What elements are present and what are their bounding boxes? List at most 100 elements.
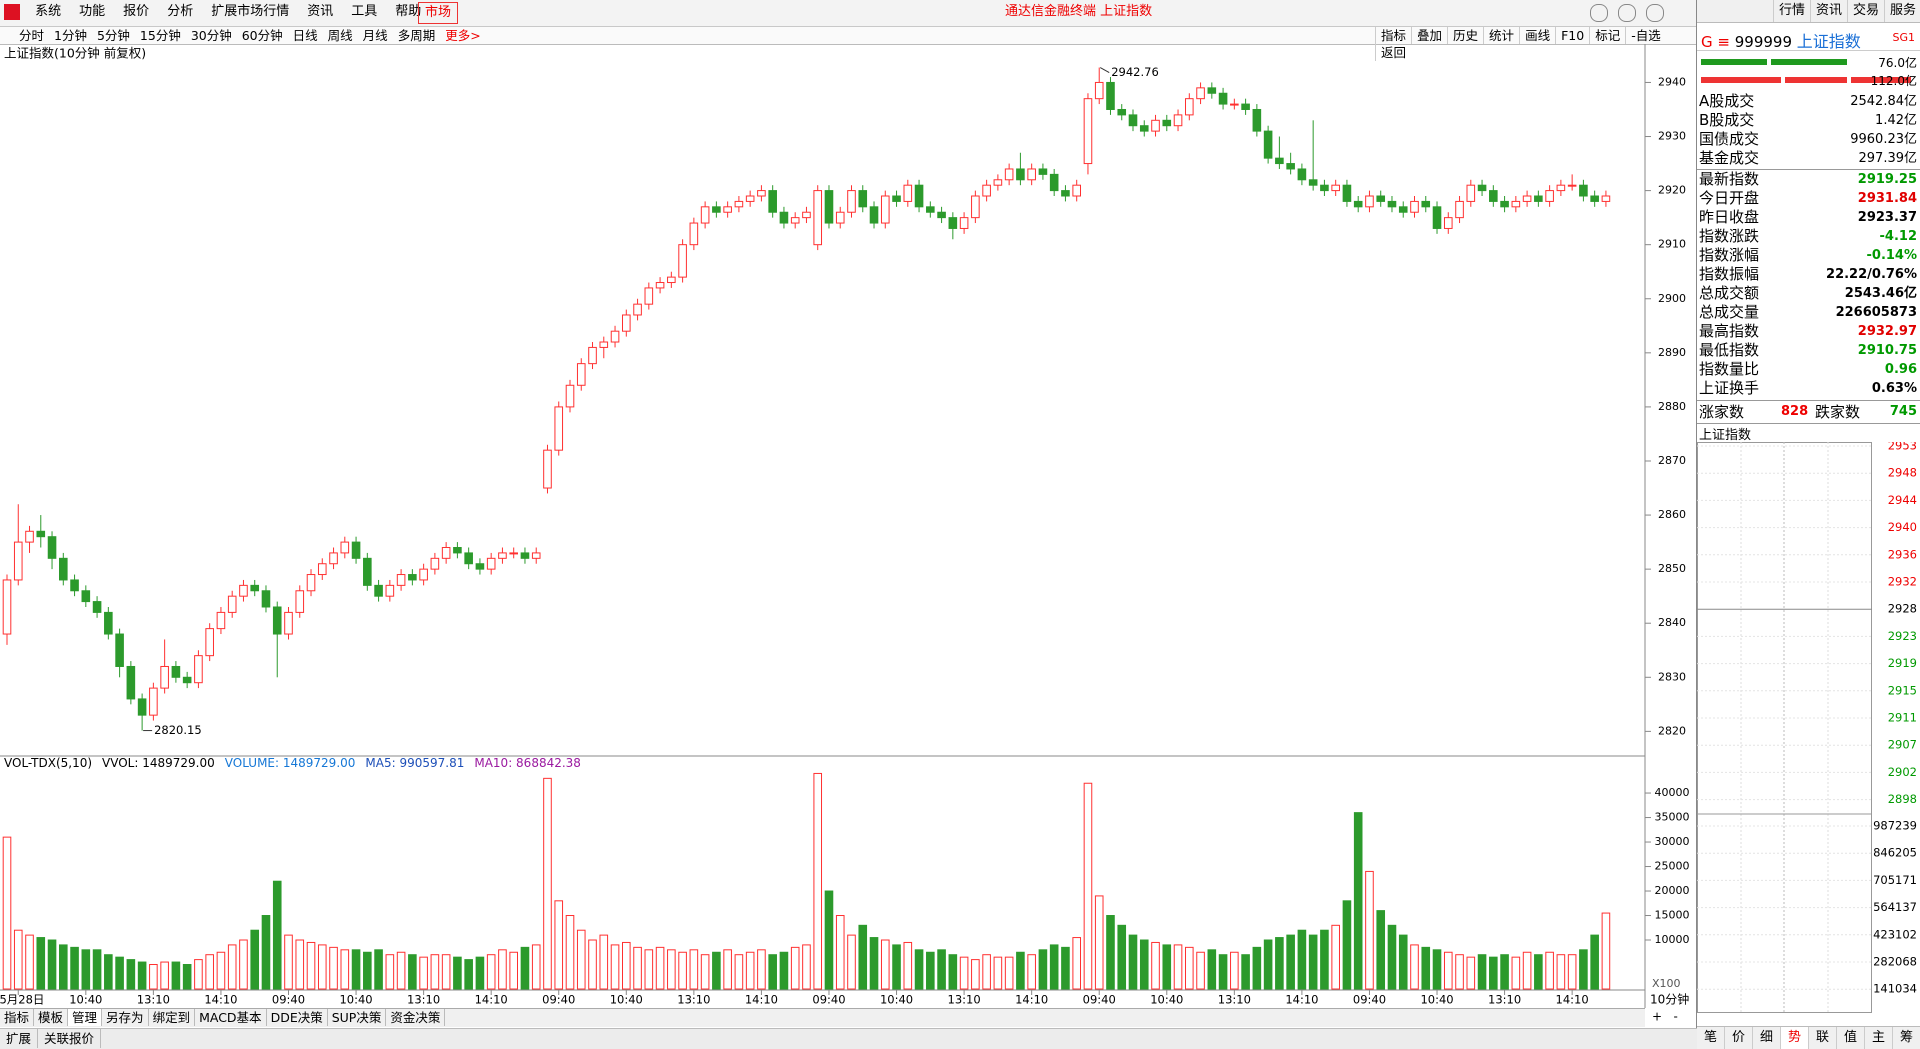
- menu-item[interactable]: 工具: [351, 4, 378, 19]
- volume-bar: [239, 939, 248, 990]
- panel-tab[interactable]: 资讯: [1809, 0, 1847, 22]
- status-item[interactable]: 扩展: [0, 1029, 39, 1048]
- candle-body: [982, 184, 991, 197]
- volume-bar: [565, 915, 575, 990]
- candle-body: [880, 195, 890, 224]
- bottom-tab[interactable]: 管理: [68, 1009, 103, 1026]
- quote-row: 总成交量 226605873: [1699, 303, 1917, 322]
- volume-bar: [1567, 954, 1577, 990]
- volume-bar: [1455, 954, 1464, 990]
- quote-row: 指数振幅 22.22/0.76%: [1699, 265, 1917, 284]
- candle-body: [1567, 184, 1577, 187]
- annotation-arrow: [1099, 67, 1110, 73]
- bottom-tab[interactable]: 指标: [0, 1009, 35, 1026]
- tool-button[interactable]: 历史: [1447, 27, 1483, 44]
- candle-body: [1297, 168, 1307, 181]
- x-tick-label: 09:40: [812, 993, 845, 1007]
- period-button[interactable]: 60分钟: [241, 28, 283, 43]
- panel-tab[interactable]: 交易: [1846, 0, 1884, 22]
- volume-bar: [92, 949, 102, 990]
- period-button[interactable]: 多周期: [397, 28, 436, 43]
- candle-body: [1432, 206, 1442, 229]
- candle-body: [1241, 103, 1250, 110]
- candle-body: [317, 563, 327, 576]
- tool-button[interactable]: 标记: [1589, 27, 1625, 44]
- volume-bar: [1410, 944, 1419, 990]
- period-button[interactable]: 15分钟: [139, 28, 181, 43]
- volume-bar: [1432, 949, 1442, 990]
- period-button[interactable]: 5分钟: [96, 28, 130, 43]
- row-value: -4.12: [1879, 229, 1917, 244]
- tool-button[interactable]: 叠加: [1411, 27, 1447, 44]
- panel-tab[interactable]: 行情: [1772, 0, 1810, 22]
- row-label: 总成交额: [1699, 284, 1760, 302]
- panel-bottom-tab[interactable]: 价: [1725, 1027, 1753, 1049]
- mini-volume-label: 987239: [1873, 819, 1917, 833]
- candle-body: [1398, 206, 1408, 213]
- turnover-row: 国债成交 9960.23亿: [1699, 130, 1917, 149]
- bottom-tab[interactable]: 绑定到: [149, 1009, 196, 1026]
- status-item[interactable]: 关联报价: [38, 1029, 102, 1048]
- market-tab[interactable]: 市场: [418, 2, 459, 24]
- menu-item[interactable]: 帮助: [395, 4, 422, 19]
- menu-item[interactable]: 资讯: [307, 4, 334, 19]
- tool-button[interactable]: 指标: [1375, 27, 1411, 44]
- tool-button[interactable]: 画线: [1519, 27, 1555, 44]
- row-label: 指数涨幅: [1699, 246, 1760, 264]
- panel-bottom-tab[interactable]: 主: [1865, 1027, 1893, 1049]
- mini-price-label: 2907: [1888, 738, 1917, 752]
- volume-bar: [104, 954, 113, 990]
- volume-bar: [1061, 946, 1070, 990]
- menu-item[interactable]: 系统: [35, 4, 62, 19]
- bottom-tab[interactable]: 另存为: [102, 1009, 149, 1026]
- panel-bottom-tab[interactable]: 笔: [1697, 1027, 1725, 1049]
- row-value: 2919.25: [1857, 172, 1917, 187]
- tool-button[interactable]: 统计: [1483, 27, 1519, 44]
- candle-body: [1421, 200, 1431, 208]
- tool-button[interactable]: F10: [1555, 27, 1589, 44]
- candle-body: [1365, 195, 1374, 208]
- more-button[interactable]: 更多>: [445, 28, 481, 43]
- menu-item[interactable]: 报价: [123, 4, 150, 19]
- bottom-tab[interactable]: MACD基本: [195, 1009, 267, 1026]
- menu-item[interactable]: 功能: [79, 4, 106, 19]
- candle-body: [1173, 114, 1183, 127]
- period-button[interactable]: 分时: [19, 28, 45, 43]
- bottom-tab[interactable]: 资金决策: [386, 1009, 446, 1026]
- y-tick-label: 2860: [1658, 508, 1686, 521]
- candle-body: [712, 206, 721, 213]
- panel-tab[interactable]: 服务: [1883, 0, 1920, 22]
- period-button[interactable]: 1分钟: [54, 28, 87, 43]
- panel-bottom-tab[interactable]: 值: [1837, 1027, 1865, 1049]
- volume-bar: [543, 777, 552, 990]
- volume-bar: [396, 951, 406, 990]
- period-button[interactable]: 30分钟: [190, 28, 232, 43]
- tag: SG1: [1892, 31, 1915, 44]
- period-button[interactable]: 日线: [292, 28, 318, 43]
- candle-body: [1218, 92, 1228, 105]
- y-tick-label: 2920: [1658, 184, 1686, 197]
- panel-bottom-tab[interactable]: 联: [1809, 1027, 1837, 1049]
- menu-item[interactable]: 扩展市场行情: [211, 4, 290, 19]
- volume-bar: [498, 949, 507, 990]
- candle-body: [92, 601, 102, 613]
- row-label: 昨日收盘: [1699, 208, 1760, 226]
- bottom-tab[interactable]: SUP决策: [328, 1009, 387, 1026]
- panel-bottom-tab[interactable]: 筹: [1893, 1027, 1920, 1049]
- tool-button[interactable]: 返回: [1375, 44, 1411, 61]
- mini-title: 上证指数: [1699, 428, 1752, 443]
- volume-bar: [509, 951, 518, 990]
- menu-item[interactable]: 分析: [167, 4, 194, 19]
- tool-button[interactable]: -自选: [1625, 27, 1666, 44]
- kline-chart: 上证指数(10分钟 前复权) X100 10分钟 + - 2820 2830 284…: [0, 44, 1690, 1024]
- down-count: 745: [1889, 404, 1917, 419]
- bottom-tab[interactable]: 模板: [34, 1009, 69, 1026]
- candle-body: [622, 314, 631, 332]
- period-button[interactable]: 周线: [327, 28, 353, 43]
- zoom-buttons[interactable]: + -: [1652, 1010, 1678, 1024]
- candle-body: [1590, 195, 1599, 202]
- bottom-tab[interactable]: DDE决策: [267, 1009, 328, 1026]
- panel-bottom-tab[interactable]: 势: [1781, 1027, 1809, 1049]
- panel-bottom-tab[interactable]: 细: [1753, 1027, 1781, 1049]
- period-button[interactable]: 月线: [362, 28, 388, 43]
